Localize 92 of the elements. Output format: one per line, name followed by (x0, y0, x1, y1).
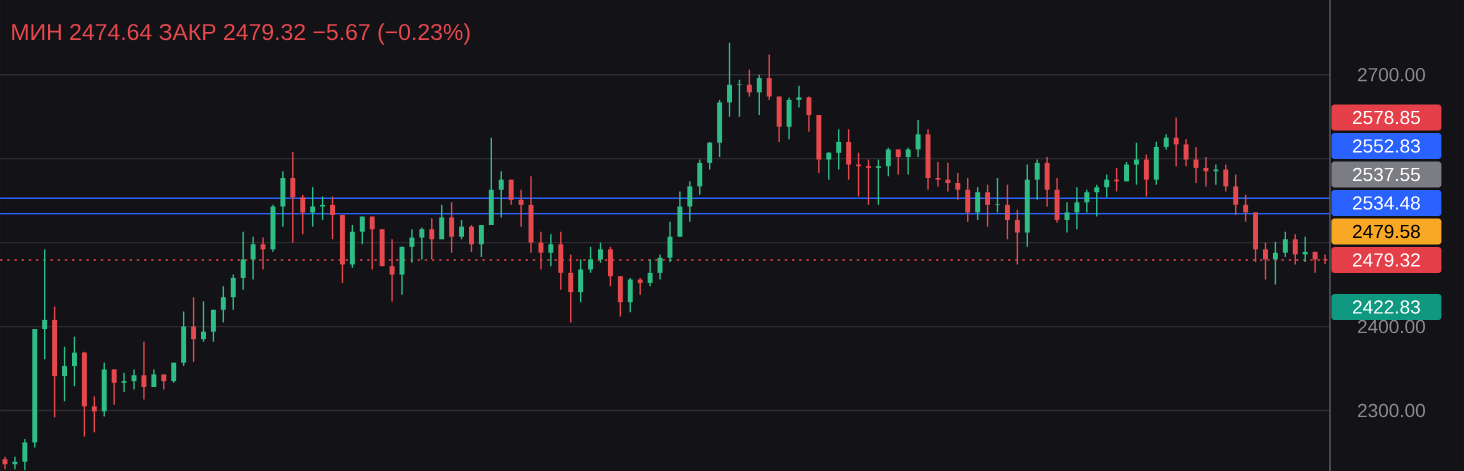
candlestick (330, 195, 335, 240)
candlestick (1233, 173, 1239, 216)
candlestick (915, 119, 921, 158)
candlestick (42, 248, 48, 361)
candlestick (220, 285, 226, 324)
text: 2422.83 (1352, 300, 1420, 314)
candlestick (121, 372, 127, 393)
candlestick (1084, 189, 1090, 214)
candlestick (478, 224, 484, 258)
candlestick (826, 151, 832, 181)
candlestick (191, 296, 197, 363)
candlestick (1133, 142, 1139, 186)
candlestick (975, 186, 981, 221)
candlestick (1282, 231, 1288, 258)
candlestick (756, 74, 762, 116)
candlestick (657, 253, 663, 281)
candlestick (1094, 184, 1100, 218)
candlestick (707, 141, 713, 171)
candlestick (905, 147, 911, 176)
candlestick (141, 341, 147, 401)
text: 2479.58 (1352, 224, 1420, 239)
ref-line-label: 2552.83 (1352, 139, 1420, 153)
candlestick (985, 184, 991, 228)
candlestick (1223, 163, 1229, 193)
candlestick (71, 335, 77, 387)
candlestick (965, 177, 971, 223)
candlestick (91, 395, 97, 434)
candlestick (1034, 158, 1040, 201)
candlestick (667, 220, 673, 263)
candlestick (210, 309, 216, 343)
candlestick (995, 177, 1000, 214)
text: 2578.85 (1352, 110, 1420, 125)
candlestick (230, 273, 236, 311)
y-tick-label: 2400.00 (1358, 319, 1425, 334)
candlestick (62, 346, 68, 402)
candlestick (588, 246, 594, 274)
candlestick (1183, 138, 1189, 167)
y-tick-label: 2300.00 (1358, 403, 1425, 418)
candlestick (409, 228, 415, 264)
candlestick (240, 231, 246, 291)
y-tick-label: 2700.00 (1358, 67, 1425, 82)
ref-line-label: 2534.48 (1352, 196, 1420, 210)
candlestick (201, 300, 206, 343)
candlestick (1064, 201, 1070, 234)
candlestick (449, 201, 455, 254)
candlestick (1104, 173, 1110, 198)
text: 2537.55 (1352, 167, 1420, 182)
candlestick (359, 215, 365, 245)
candlestick (508, 178, 514, 206)
candlestick (955, 172, 961, 201)
candlestick (320, 195, 326, 221)
candlestick (578, 258, 584, 303)
candlestick (468, 224, 474, 253)
candlestick (538, 231, 544, 271)
candlestick (647, 258, 653, 287)
candlestick (727, 42, 732, 118)
candlestick (1272, 241, 1278, 286)
candlestick (1074, 186, 1080, 230)
candlestick (429, 217, 435, 261)
candlestick (875, 158, 881, 206)
candlestick (627, 277, 633, 314)
candlestick (736, 79, 742, 118)
candlestick (459, 219, 465, 240)
candlestick (290, 151, 296, 244)
ref-line-label: 2479.32 (1352, 253, 1420, 267)
candlestick (111, 368, 117, 406)
candlestick (498, 170, 504, 219)
candlestick (419, 226, 425, 261)
candlestick (1173, 116, 1179, 167)
candlestick (935, 161, 941, 188)
candlestick (598, 241, 603, 264)
candlestick (1143, 153, 1149, 198)
candlestick (1004, 184, 1010, 240)
text: МИН 2474.64 ЗАКР 2479.32 −5.67 (−0.23%) (12, 23, 470, 45)
candlestick (836, 128, 842, 171)
candlestick (697, 158, 703, 196)
candlestick (806, 95, 812, 133)
candlestick (746, 68, 752, 98)
candlestick (300, 194, 306, 235)
candlestick (687, 180, 693, 223)
candlestick (22, 438, 28, 471)
candlestick (846, 128, 852, 181)
candlestick (518, 189, 524, 228)
candlestick (548, 233, 554, 267)
candlestick (885, 147, 891, 177)
candlestick (250, 236, 256, 281)
candlestick (1243, 194, 1249, 223)
candlestick (865, 158, 871, 206)
candlestick (895, 148, 901, 176)
candlestick (439, 204, 445, 240)
candlestick (796, 84, 802, 109)
candlestick (766, 53, 772, 101)
